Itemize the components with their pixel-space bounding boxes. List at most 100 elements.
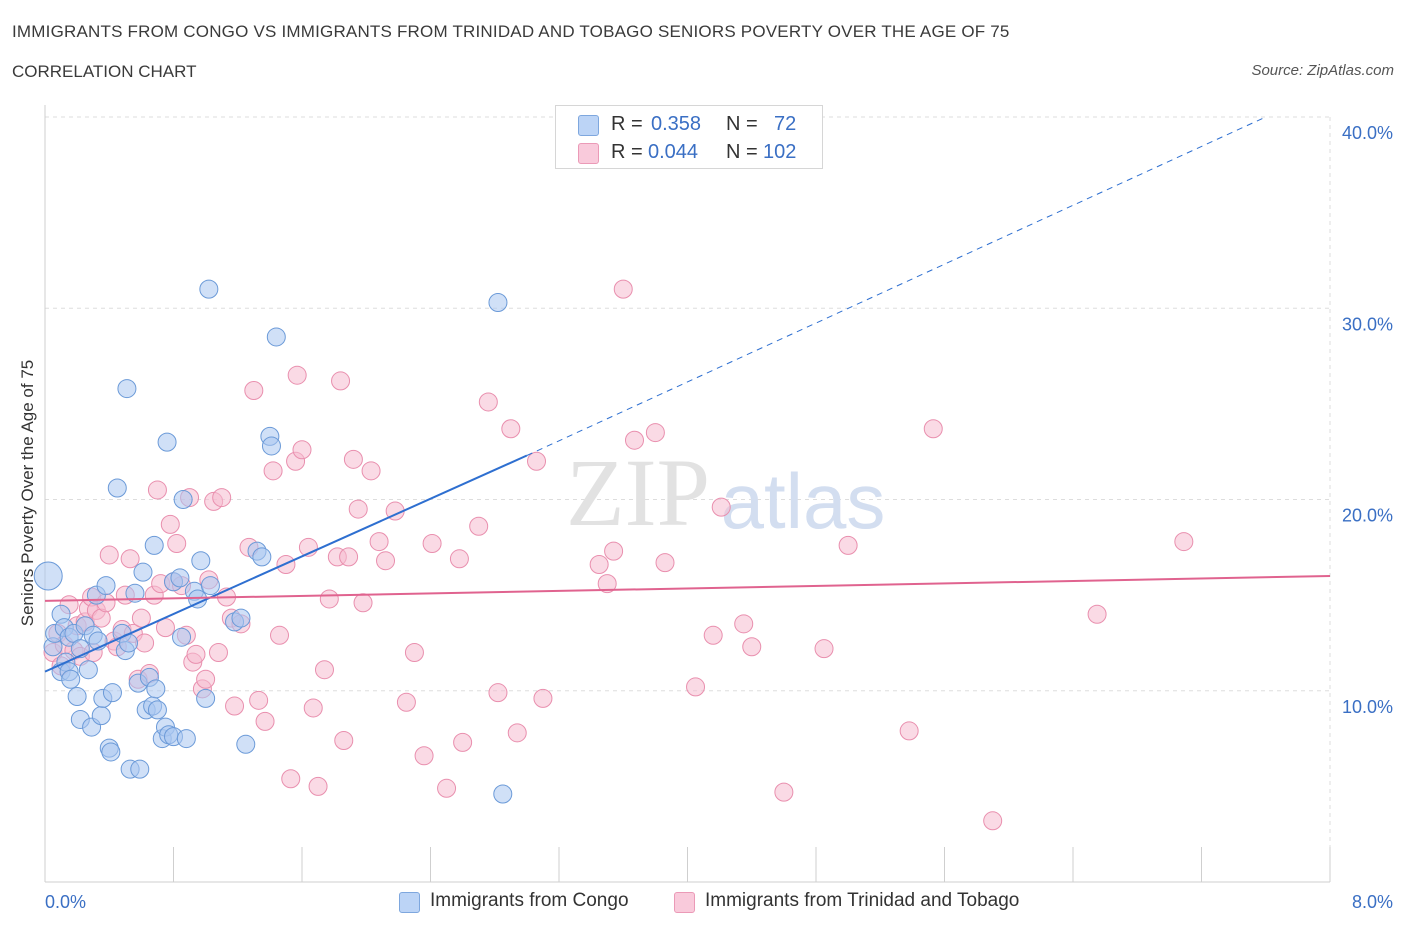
- y-axis-label: Seniors Poverty Over the Age of 75: [18, 360, 37, 626]
- legend-swatch-trinidad-tobago: [578, 143, 599, 164]
- watermark-zip: ZIP: [566, 439, 710, 546]
- trinidad-tobago-point: [533, 688, 553, 708]
- trinidad-tobago-point: [167, 533, 187, 553]
- correlation-legend: R = 0.358 N = 72 R = 0.044 N = 102: [555, 105, 823, 169]
- congo-point: [67, 686, 87, 706]
- tick-labels: 10.0% 20.0% 30.0% 40.0% 0.0% 8.0%: [45, 123, 1393, 912]
- congo-point: [61, 669, 81, 689]
- trinidad-tobago-point: [319, 589, 339, 609]
- trinidad-tobago-point: [507, 723, 527, 743]
- axes: [44, 105, 1331, 883]
- trinidad-tobago-point: [604, 541, 624, 561]
- congo-point: [199, 279, 219, 299]
- trinidad-tobago-point: [645, 423, 665, 443]
- bottom-legend-swatch-congo: [399, 892, 420, 913]
- trinidad-tobago-point: [597, 574, 617, 594]
- trinidad-tobago-point: [703, 625, 723, 645]
- congo-trend-extension: [526, 116, 1266, 456]
- trinidad-tobago-point: [314, 660, 334, 680]
- congo-point: [101, 742, 121, 762]
- congo-point: [125, 583, 145, 603]
- congo-trend-line: [44, 454, 528, 673]
- trinidad-tobago-point: [899, 721, 919, 741]
- congo-point: [144, 535, 164, 555]
- trinidad-tobago-point: [414, 746, 434, 766]
- trinidad-tobago-point: [353, 593, 373, 613]
- trinidad-tobago-point: [343, 449, 363, 469]
- trinidad-tobago-point: [923, 419, 943, 439]
- source-credit: Source: ZipAtlas.com: [1251, 62, 1394, 79]
- congo-point: [172, 627, 192, 647]
- congo-point: [252, 547, 272, 567]
- trinidad-tobago-point: [212, 488, 232, 508]
- trinidad-tobago-point: [263, 461, 283, 481]
- trinidad-tobago-point: [814, 639, 834, 659]
- trinidad-tobago-point: [774, 782, 794, 802]
- trinidad-tobago-point: [501, 419, 521, 439]
- congo-point: [146, 679, 166, 699]
- x-tick-label: 0.0%: [45, 892, 86, 912]
- trinidad-tobago-point: [147, 480, 167, 500]
- trinidad-tobago-point: [334, 730, 354, 750]
- congo-point: [157, 432, 177, 452]
- y-tick-label: 30.0%: [1342, 314, 1393, 334]
- trinidad-tobago-point: [527, 451, 547, 471]
- congo-point: [147, 700, 167, 720]
- legend-n-label: N =: [726, 113, 758, 135]
- trinidad-tobago-point: [655, 553, 675, 573]
- trinidad-tobago-point: [331, 371, 351, 391]
- x-tick-label: 8.0%: [1352, 892, 1393, 912]
- trinidad-tobago-point: [308, 776, 328, 796]
- trinidad-tobago-point: [453, 732, 473, 752]
- legend-n-label: N =: [726, 141, 758, 163]
- congo-point: [102, 683, 122, 703]
- trinidad-tobago-point: [711, 497, 731, 517]
- trinidad-tobago-point: [1087, 604, 1107, 624]
- trinidad-tobago-point: [292, 440, 312, 460]
- congo-point: [78, 660, 98, 680]
- legend-swatch-congo: [578, 115, 599, 136]
- bottom-legend-label-trinidad-tobago: Immigrants from Trinidad and Tobago: [705, 890, 1020, 911]
- trinidad-tobago-point: [135, 633, 155, 653]
- trinidad-tobago-point: [686, 677, 706, 697]
- chart-title: IMMIGRANTS FROM CONGO VS IMMIGRANTS FROM…: [12, 22, 1010, 41]
- trinidad-tobago-point: [120, 549, 140, 569]
- series-trinidad-tobago-points: [43, 279, 1194, 831]
- congo-point: [266, 327, 286, 347]
- legend-n-value-trinidad-tobago: 102: [763, 141, 797, 163]
- congo-point: [117, 379, 137, 399]
- bottom-legend-label-congo: Immigrants from Congo: [430, 890, 629, 911]
- trinidad-tobago-point: [488, 683, 508, 703]
- trinidad-tobago-point: [742, 637, 762, 657]
- congo-point: [200, 576, 220, 596]
- congo-point: [261, 436, 281, 456]
- trinidad-tobago-point: [208, 643, 228, 662]
- trinidad-tobago-point: [478, 392, 498, 412]
- bottom-legend-swatch-trinidad-tobago: [674, 892, 695, 913]
- y-tick-label: 10.0%: [1342, 697, 1393, 717]
- trinidad-tobago-point: [249, 690, 269, 710]
- trinidad-tobago-point: [734, 614, 754, 634]
- trinidad-tobago-point: [437, 778, 457, 798]
- trinidad-tobago-point: [624, 430, 644, 450]
- legend-r-label: R =: [611, 141, 643, 163]
- congo-point: [493, 784, 513, 804]
- congo-point: [173, 490, 193, 509]
- congo-point: [170, 568, 190, 588]
- trinidad-tobago-point: [287, 365, 307, 385]
- series-congo-points: [33, 279, 513, 804]
- legend-n-value-congo: 72: [774, 113, 797, 135]
- legend-r-value-congo: 0.358: [651, 113, 702, 135]
- trinidad-tobago-point: [186, 644, 206, 664]
- trinidad-tobago-point: [131, 608, 151, 628]
- trinidad-tobago-point: [225, 696, 245, 716]
- y-tick-label: 20.0%: [1342, 506, 1393, 526]
- trinidad-tobago-point: [196, 669, 216, 689]
- congo-point: [196, 688, 216, 708]
- trinidad-tobago-point: [1174, 532, 1194, 552]
- congo-point: [33, 561, 63, 591]
- legend-r-value-trinidad-tobago: 0.044: [648, 141, 699, 163]
- trinidad-tobago-point: [348, 499, 368, 519]
- watermark-atlas: atlas: [721, 457, 886, 545]
